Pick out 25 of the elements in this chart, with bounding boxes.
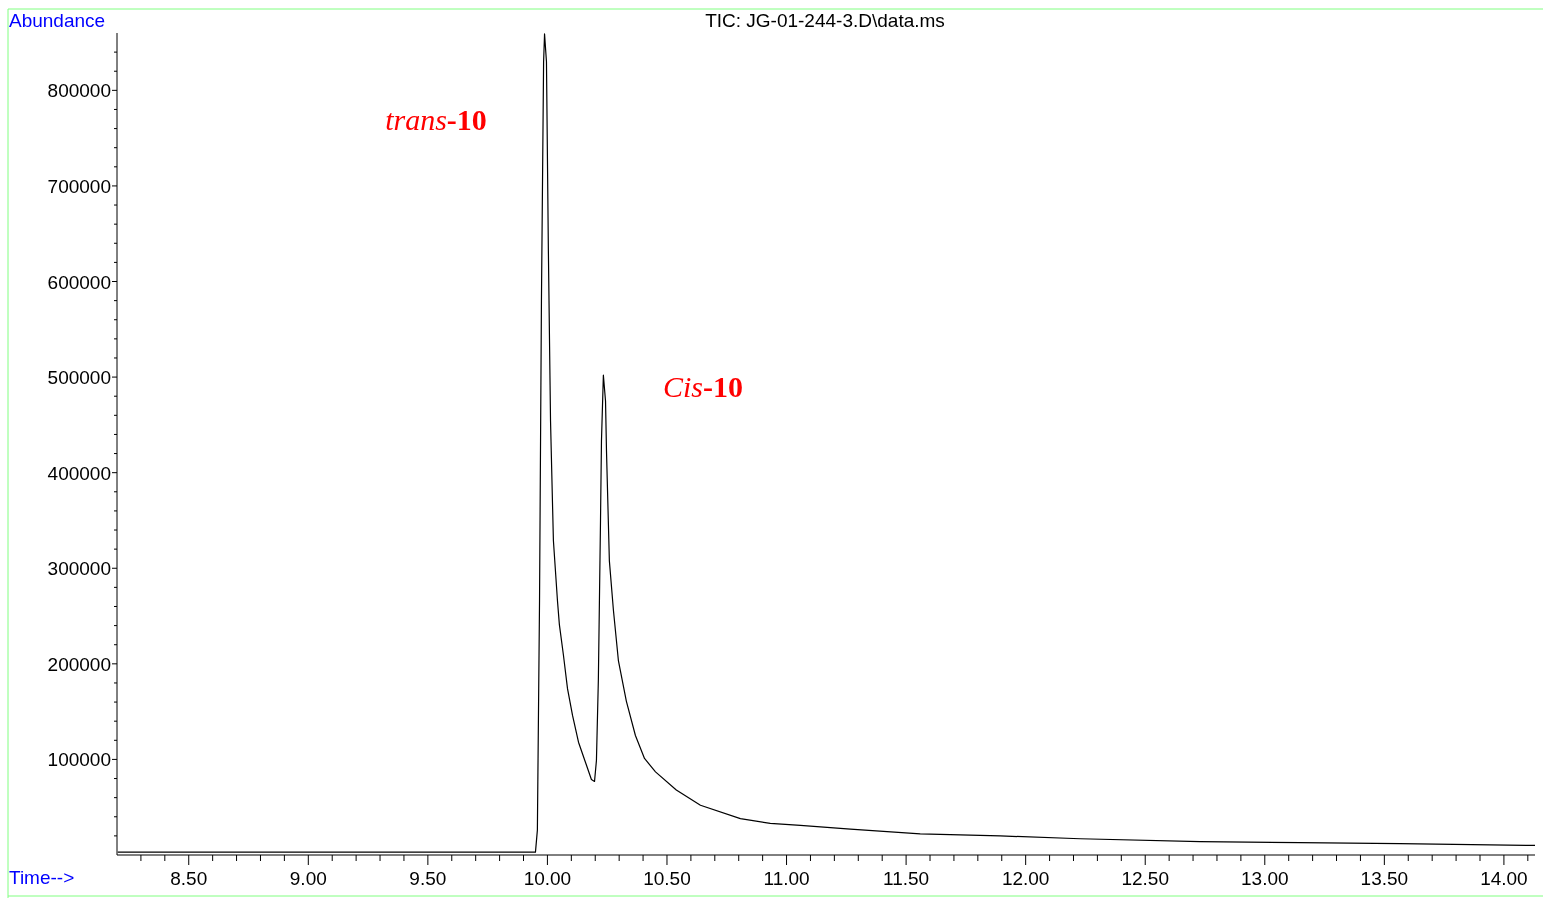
- y-tick-label: 600000: [47, 271, 111, 293]
- y-tick-label: 800000: [47, 80, 111, 102]
- x-tick-label: 11.00: [763, 868, 810, 889]
- x-tick-label: 14.00: [1480, 868, 1528, 889]
- y-tick-label: 500000: [47, 367, 111, 389]
- x-tick-label: 12.50: [1121, 868, 1169, 889]
- x-tick-label: 12.00: [1001, 868, 1050, 889]
- x-tick-label: 9.50: [409, 868, 447, 889]
- y-tick-label: 100000: [47, 749, 111, 771]
- y-tick-label: 300000: [47, 558, 111, 580]
- x-tick-label: 10.00: [523, 868, 572, 889]
- x-tick-label: 9.00: [289, 868, 327, 889]
- y-tick-label: 400000: [47, 462, 111, 484]
- annotation: Cis-10: [662, 370, 744, 403]
- y-tick-label: 700000: [47, 175, 111, 197]
- annotation: trans-10: [385, 103, 487, 136]
- x-tick-label: 13.00: [1241, 868, 1289, 889]
- x-tick-label: 13.50: [1360, 868, 1409, 889]
- y-axis-title: Abundance: [9, 10, 106, 31]
- x-tick-label: 10.50: [643, 868, 691, 889]
- chart-title: TIC: JG-01-244-3.D\data.ms: [705, 10, 945, 31]
- x-axis-title: Time-->: [9, 867, 75, 888]
- x-tick-label: 11.50: [883, 868, 930, 889]
- x-tick-label: 8.50: [170, 868, 208, 889]
- y-tick-label: 200000: [47, 653, 111, 675]
